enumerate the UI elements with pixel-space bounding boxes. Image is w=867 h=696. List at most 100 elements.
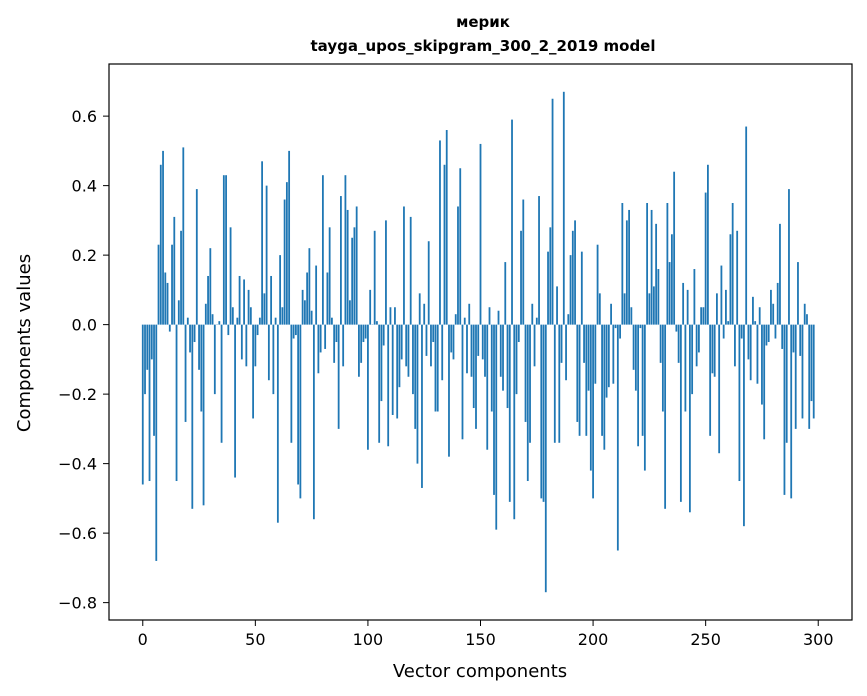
- bar: [722, 324, 725, 339]
- bar: [601, 324, 603, 436]
- plot-frame: [108, 63, 853, 621]
- bar: [776, 282, 779, 325]
- bar: [659, 324, 662, 363]
- bar: [788, 189, 790, 325]
- bar: [616, 324, 619, 551]
- bar: [763, 324, 766, 440]
- bar: [711, 324, 714, 374]
- bar: [448, 324, 450, 457]
- bar: [693, 269, 696, 325]
- x-tick-label: 50: [245, 630, 265, 649]
- bar: [391, 324, 394, 415]
- bar: [623, 293, 626, 325]
- bar: [222, 175, 225, 325]
- bar: [394, 307, 396, 325]
- bar: [184, 324, 187, 422]
- bar: [621, 203, 624, 325]
- bar: [551, 98, 554, 325]
- bar: [155, 324, 158, 561]
- bar: [418, 293, 421, 325]
- bar: [148, 324, 151, 482]
- bar: [702, 307, 705, 325]
- x-tick-label: 0: [138, 630, 148, 649]
- bar: [412, 324, 414, 395]
- bar: [486, 324, 489, 450]
- bar: [385, 220, 387, 325]
- bar: [281, 307, 284, 325]
- bar: [306, 272, 309, 325]
- bar: [585, 324, 588, 436]
- y-tick-label: −0.4: [58, 455, 97, 474]
- bar: [630, 307, 633, 325]
- bar: [238, 275, 241, 325]
- bar: [740, 324, 743, 339]
- bar: [245, 324, 248, 367]
- bar: [749, 324, 752, 381]
- bar: [144, 324, 146, 395]
- bar: [382, 324, 385, 346]
- bar: [416, 324, 419, 464]
- bar: [407, 324, 410, 377]
- bar: [479, 143, 482, 325]
- bar: [781, 324, 784, 349]
- bar: [234, 324, 236, 478]
- bar: [355, 206, 358, 325]
- bar: [240, 324, 243, 360]
- bar: [652, 286, 655, 325]
- bar: [734, 324, 736, 367]
- bar: [520, 230, 522, 325]
- bar: [758, 307, 761, 325]
- bar: [195, 189, 198, 325]
- bar: [770, 289, 772, 325]
- bar: [299, 324, 302, 499]
- bar: [774, 324, 777, 339]
- bar: [182, 147, 185, 325]
- bar: [218, 321, 221, 325]
- bar: [360, 324, 363, 363]
- bar: [664, 324, 667, 509]
- bar: [324, 324, 327, 349]
- bar: [556, 286, 558, 325]
- bar: [175, 324, 178, 482]
- bar: [679, 324, 682, 502]
- bar: [310, 310, 313, 325]
- bar: [450, 324, 453, 353]
- bar: [779, 223, 781, 325]
- bar: [236, 317, 239, 325]
- bar: [256, 324, 259, 336]
- x-tick-label: 100: [353, 630, 384, 649]
- bar: [387, 324, 390, 447]
- bar: [767, 324, 770, 343]
- x-axis-label: Vector components: [393, 661, 567, 682]
- bar: [376, 321, 378, 325]
- bar: [605, 324, 608, 398]
- bar: [434, 324, 437, 412]
- bar: [168, 324, 171, 332]
- bar: [303, 300, 306, 325]
- bar: [675, 324, 678, 332]
- y-axis: −0.8 −0.6 −0.4 −0.2 0.0 0.2 0.4 0.6: [58, 107, 109, 613]
- bar: [695, 324, 698, 367]
- bar: [531, 303, 534, 325]
- bar: [648, 293, 651, 325]
- bar: [378, 324, 381, 443]
- bar: [349, 300, 351, 325]
- bar: [743, 324, 745, 527]
- bar: [614, 324, 617, 329]
- bar: [794, 324, 797, 429]
- bar: [209, 248, 212, 325]
- bar: [200, 324, 203, 412]
- bar: [211, 314, 214, 325]
- bar: [141, 324, 144, 485]
- bar: [432, 324, 435, 343]
- bar: [565, 324, 567, 381]
- bar: [810, 324, 813, 402]
- bar: [409, 216, 412, 325]
- bar: [790, 324, 793, 499]
- y-tick-label: 0.2: [72, 246, 97, 265]
- bar: [650, 209, 653, 325]
- bar: [159, 164, 162, 325]
- bar: [594, 324, 597, 384]
- bar: [457, 206, 459, 325]
- bar: [666, 203, 669, 325]
